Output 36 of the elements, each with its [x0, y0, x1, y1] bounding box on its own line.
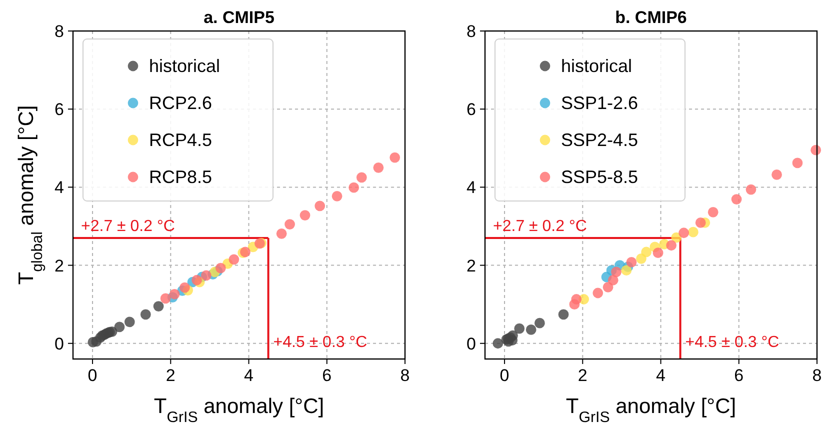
ref-line-label: +2.7 ± 0.2 °C	[81, 218, 175, 235]
x-tick-label: 4	[244, 366, 254, 385]
legend-label: historical	[561, 56, 632, 76]
y-tick-label: 2	[466, 256, 476, 276]
y-tick-label: 0	[54, 334, 64, 354]
legend-label: historical	[149, 56, 220, 76]
chart-title: b. CMIP6	[615, 8, 687, 27]
y-tick-label: 6	[466, 100, 476, 120]
y-tick-label: 0	[466, 334, 476, 354]
x-tick-label: 4	[656, 366, 666, 385]
x-tick-label: 8	[400, 366, 410, 385]
x-axis-title: T$_{GrIS}$ anomaly [°C]	[154, 395, 324, 426]
ref-line-label: +4.5 ± 0.3 °C	[273, 334, 368, 351]
x-tick-label: 2	[578, 366, 588, 385]
y-tick-label: 8	[466, 22, 476, 41]
legend-label: SSP2-4.5	[561, 130, 638, 150]
x-tick-label: 6	[322, 366, 332, 385]
legend-label: RCP2.6	[149, 93, 212, 113]
x-tick-label: 0	[500, 366, 510, 385]
legend-label: SSP1-2.6	[561, 93, 638, 113]
legend-label: SSP5-8.5	[561, 167, 638, 187]
ref-line-label: +4.5 ± 0.3 °C	[685, 334, 780, 351]
y-tick-label: 4	[466, 178, 476, 198]
y-tick-label: 2	[54, 256, 64, 276]
ref-line-label: +2.7 ± 0.2 °C	[493, 218, 587, 235]
legend-label: RCP8.5	[149, 167, 212, 187]
x-tick-label: 6	[734, 366, 744, 385]
legend-label: RCP4.5	[149, 130, 212, 150]
x-axis-title: T$_{GrIS}$ anomaly [°C]	[566, 395, 736, 426]
x-tick-label: 2	[166, 366, 176, 385]
y-tick-label: 4	[54, 178, 64, 198]
x-tick-label: 0	[88, 366, 98, 385]
chart-title: a. CMIP5	[204, 8, 274, 27]
x-tick-label: 8	[812, 366, 822, 385]
y-tick-label: 8	[54, 22, 64, 41]
y-tick-label: 6	[54, 100, 64, 120]
